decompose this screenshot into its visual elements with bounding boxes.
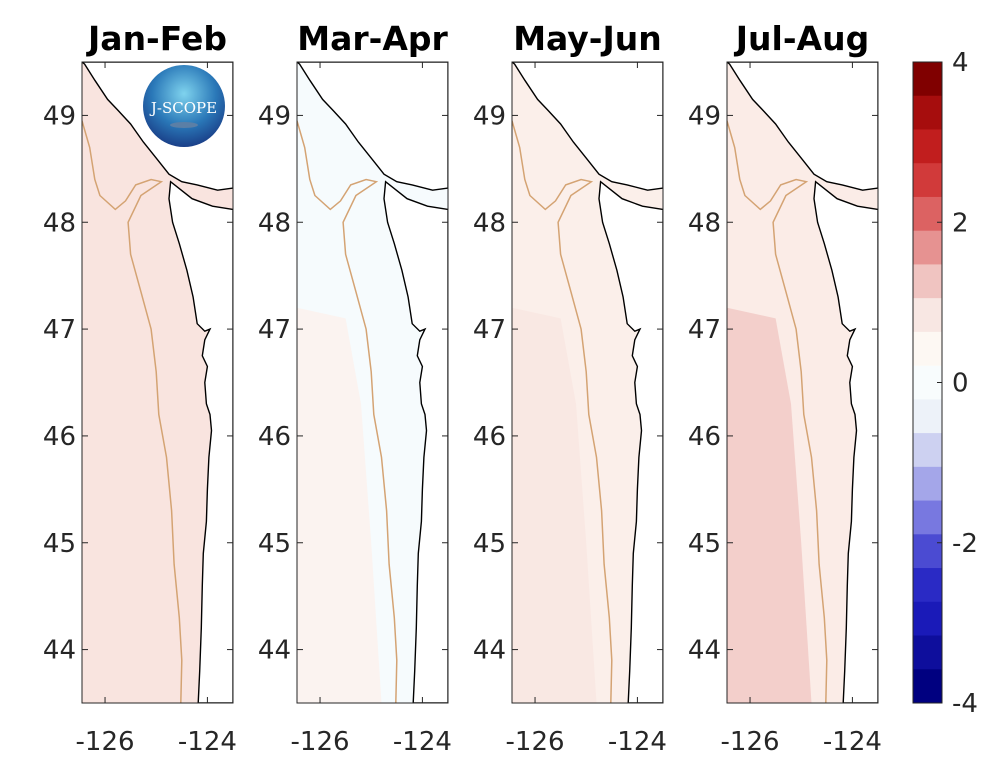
y-tick-label: 49 [258, 101, 291, 131]
colorbar-bin [913, 298, 942, 333]
colorbar-bin [913, 500, 942, 535]
colorbar-tick-label: -4 [952, 689, 978, 719]
y-tick-label: 46 [473, 422, 506, 452]
land-washington-oregon [168, 180, 233, 703]
y-tick-label: 49 [43, 101, 76, 131]
colorbar: 4 2 0 -2 -4 [912, 48, 978, 719]
y-tick-label: 47 [43, 315, 76, 345]
land-vancouver-island [297, 62, 448, 191]
y-tick-label: 44 [43, 636, 76, 666]
y-tick-label: 48 [258, 208, 291, 238]
y-tick-label: 45 [258, 529, 291, 559]
y-tick-label: 47 [258, 315, 291, 345]
land-washington-oregon [383, 180, 448, 703]
y-tick-label: 46 [688, 422, 721, 452]
panel-title: Jan-Feb [86, 19, 227, 58]
panel-frame [81, 61, 234, 704]
y-tick-label: 45 [688, 529, 721, 559]
j-scope-logo: J-SCOPE [143, 65, 225, 147]
y-tick-label: 45 [473, 529, 506, 559]
colorbar-bin [913, 331, 942, 367]
colorbar-bin [913, 466, 942, 502]
panel-content [82, 62, 233, 703]
colorbar-bin [913, 433, 942, 468]
panel-frame [296, 61, 449, 704]
panel-title: Mar-Apr [297, 19, 448, 58]
land-washington-oregon [813, 180, 878, 703]
colorbar-bin [913, 399, 942, 434]
map-panel-jan-feb: Jan-Feb -126 -124 44 45 46 47 48 49 [43, 19, 237, 757]
x-tick-label: -124 [608, 727, 667, 757]
y-tick-label: 47 [688, 315, 721, 345]
isobath-contour [82, 120, 183, 703]
panel-content [512, 62, 663, 703]
y-tick-label: 46 [43, 422, 76, 452]
isobath-contour [727, 120, 828, 703]
colorbar-bin [913, 264, 942, 299]
logo-circle [143, 65, 225, 147]
logo-text: J-SCOPE [149, 99, 217, 117]
colorbar-tick-label: 0 [952, 369, 969, 399]
panel-title: Jul-Aug [734, 19, 869, 58]
colorbar-tick-label: -2 [952, 529, 978, 559]
offshore-anomaly-region [297, 307, 382, 703]
colorbar-bin [913, 62, 942, 97]
colorbar-bin [913, 163, 942, 198]
y-tick-label: 48 [473, 208, 506, 238]
x-tick-label: -126 [76, 727, 135, 757]
land-vancouver-island [727, 62, 878, 191]
y-tick-label: 44 [258, 636, 291, 666]
colorbar-bin [913, 601, 942, 637]
land-washington-oregon [598, 180, 663, 703]
x-tick-label: -126 [506, 727, 565, 757]
colorbar-bin [913, 635, 942, 670]
y-tick-label: 47 [473, 315, 506, 345]
colorbar-bin [913, 230, 942, 265]
y-tick-label: 46 [258, 422, 291, 452]
offshore-anomaly-region [727, 307, 812, 703]
map-panel-mar-apr: Mar-Apr -126 -124 44 45 46 47 48 49 [258, 19, 452, 757]
colorbar-bin [913, 534, 942, 569]
map-panel-jul-aug: Jul-Aug -126 -124 44 45 46 47 48 49 [688, 19, 882, 757]
isobath-contour [297, 120, 398, 703]
land-vancouver-island [512, 62, 663, 191]
x-tick-label: -126 [291, 727, 350, 757]
offshore-anomaly-region [512, 307, 597, 703]
y-tick-label: 49 [688, 101, 721, 131]
map-panel-may-jun: May-Jun -126 -124 44 45 46 47 48 49 [473, 19, 667, 757]
colorbar-bin [913, 568, 942, 603]
x-tick-label: -126 [721, 727, 780, 757]
y-tick-label: 45 [43, 529, 76, 559]
y-tick-label: 49 [473, 101, 506, 131]
panel-content [727, 62, 878, 703]
fish-icon [170, 122, 198, 128]
x-tick-label: -124 [393, 727, 452, 757]
colorbar-tick-label: 2 [952, 208, 969, 238]
colorbar-tick-label: 4 [952, 48, 969, 78]
y-tick-label: 48 [688, 208, 721, 238]
y-tick-label: 48 [43, 208, 76, 238]
y-tick-label: 44 [688, 636, 721, 666]
isobath-contour [512, 120, 613, 703]
colorbar-bin [913, 669, 942, 704]
panel-frame [511, 61, 664, 704]
colorbar-bin [913, 129, 942, 164]
x-tick-label: -124 [178, 727, 237, 757]
panel-frame [726, 61, 879, 704]
colorbar-bin [913, 196, 942, 232]
panel-content [297, 62, 448, 703]
colorbar-bin [913, 95, 942, 130]
y-tick-label: 44 [473, 636, 506, 666]
panel-title: May-Jun [513, 19, 662, 58]
x-tick-label: -124 [823, 727, 882, 757]
